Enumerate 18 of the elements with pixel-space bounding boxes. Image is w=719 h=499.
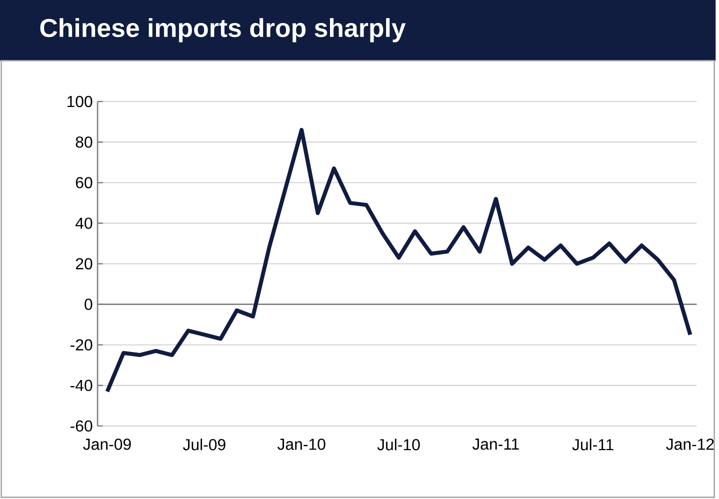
y-tick-label: 40 (76, 218, 92, 229)
y-tick-label: -40 (70, 380, 92, 392)
y-tick-label: 20 (76, 258, 92, 270)
y-tick-label: 100 (67, 96, 92, 108)
x-tick-label: Jul-09 (182, 438, 226, 450)
line-series (105, 128, 692, 394)
x-tick-label: Jan-10 (277, 438, 326, 450)
x-tick-label: Jan-09 (83, 438, 131, 450)
x-tick-label: Jul-10 (377, 438, 420, 450)
y-tick-label: 0 (84, 298, 92, 310)
x-tick-label: Jul-11 (572, 438, 614, 450)
chart-title: Chinese imports drop sharply (40, 18, 406, 42)
y-tick-label: 80 (76, 136, 92, 148)
x-tick-label: Jan-12 (666, 438, 714, 450)
x-tick-label: Jan-11 (472, 438, 519, 450)
y-tick-label: 60 (76, 177, 92, 188)
y-tick-label: -20 (70, 339, 92, 351)
y-tick-label: -60 (70, 420, 92, 432)
